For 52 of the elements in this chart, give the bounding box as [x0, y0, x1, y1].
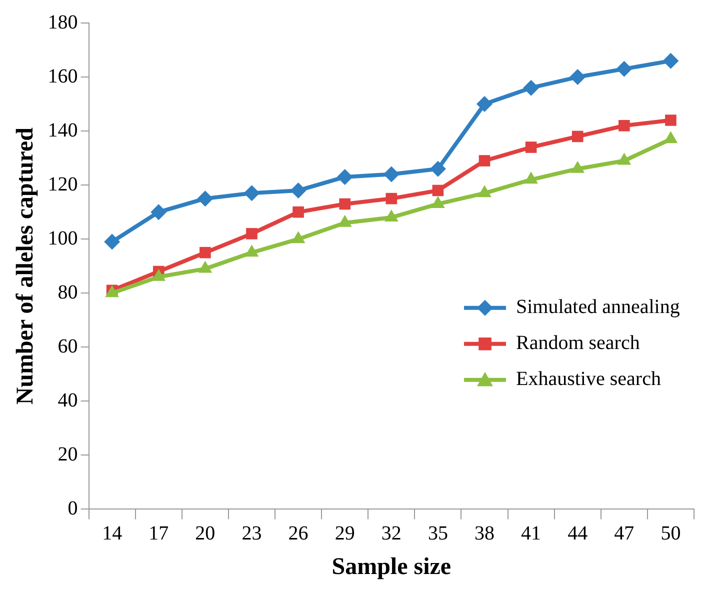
- y-tick-label: 180: [48, 11, 78, 34]
- point: [104, 234, 120, 250]
- point: [197, 190, 214, 207]
- point: [662, 52, 679, 69]
- x-tick-label: 32: [381, 522, 402, 544]
- y-tick-label: 40: [58, 389, 78, 412]
- y-axis-title: Number of alleles captured: [12, 126, 39, 405]
- point: [525, 142, 537, 153]
- y-tick-label: 80: [58, 281, 78, 304]
- x-tick-label: 38: [474, 522, 495, 544]
- x-tick-label: 14: [102, 522, 122, 544]
- point: [290, 182, 306, 198]
- point: [570, 69, 586, 86]
- x-tick-label: 47: [614, 522, 634, 544]
- x-tick-label: 17: [148, 522, 169, 544]
- y-tick-label: 120: [48, 173, 78, 196]
- x-tick-label: 26: [288, 522, 308, 544]
- y-tick-label: 20: [58, 443, 78, 466]
- legend-label: Exhaustive search: [516, 368, 661, 390]
- point: [476, 96, 493, 112]
- y-tick-label: 0: [68, 497, 78, 520]
- legend-label: Random search: [516, 332, 640, 354]
- y-tick-label: 160: [48, 65, 78, 88]
- x-tick-label: 44: [568, 522, 588, 544]
- point: [336, 168, 353, 185]
- x-tick-label: 41: [521, 522, 542, 544]
- point: [432, 184, 444, 196]
- point: [244, 185, 260, 202]
- x-tick-label: 29: [334, 522, 355, 544]
- point: [572, 130, 584, 142]
- x-axis-title: Sample size: [332, 554, 452, 580]
- point: [383, 166, 400, 182]
- point: [150, 204, 167, 220]
- x-tick-label: 23: [242, 522, 262, 544]
- point: [430, 160, 446, 177]
- point: [523, 80, 540, 96]
- y-tick-label: 100: [48, 227, 78, 250]
- x-tick-label: 20: [195, 522, 216, 544]
- point: [386, 192, 398, 204]
- point: [200, 246, 211, 258]
- y-tick-label: 60: [58, 335, 78, 358]
- legend-label: Simulated annealing: [516, 296, 680, 318]
- y-tick-label: 140: [48, 119, 78, 142]
- point: [478, 155, 490, 166]
- x-tick-label: 50: [660, 522, 681, 544]
- point: [246, 228, 258, 240]
- point: [665, 114, 676, 126]
- point: [339, 198, 351, 210]
- point: [292, 206, 304, 218]
- point: [616, 60, 632, 77]
- point: [618, 120, 630, 132]
- x-tick-label: 35: [428, 522, 448, 544]
